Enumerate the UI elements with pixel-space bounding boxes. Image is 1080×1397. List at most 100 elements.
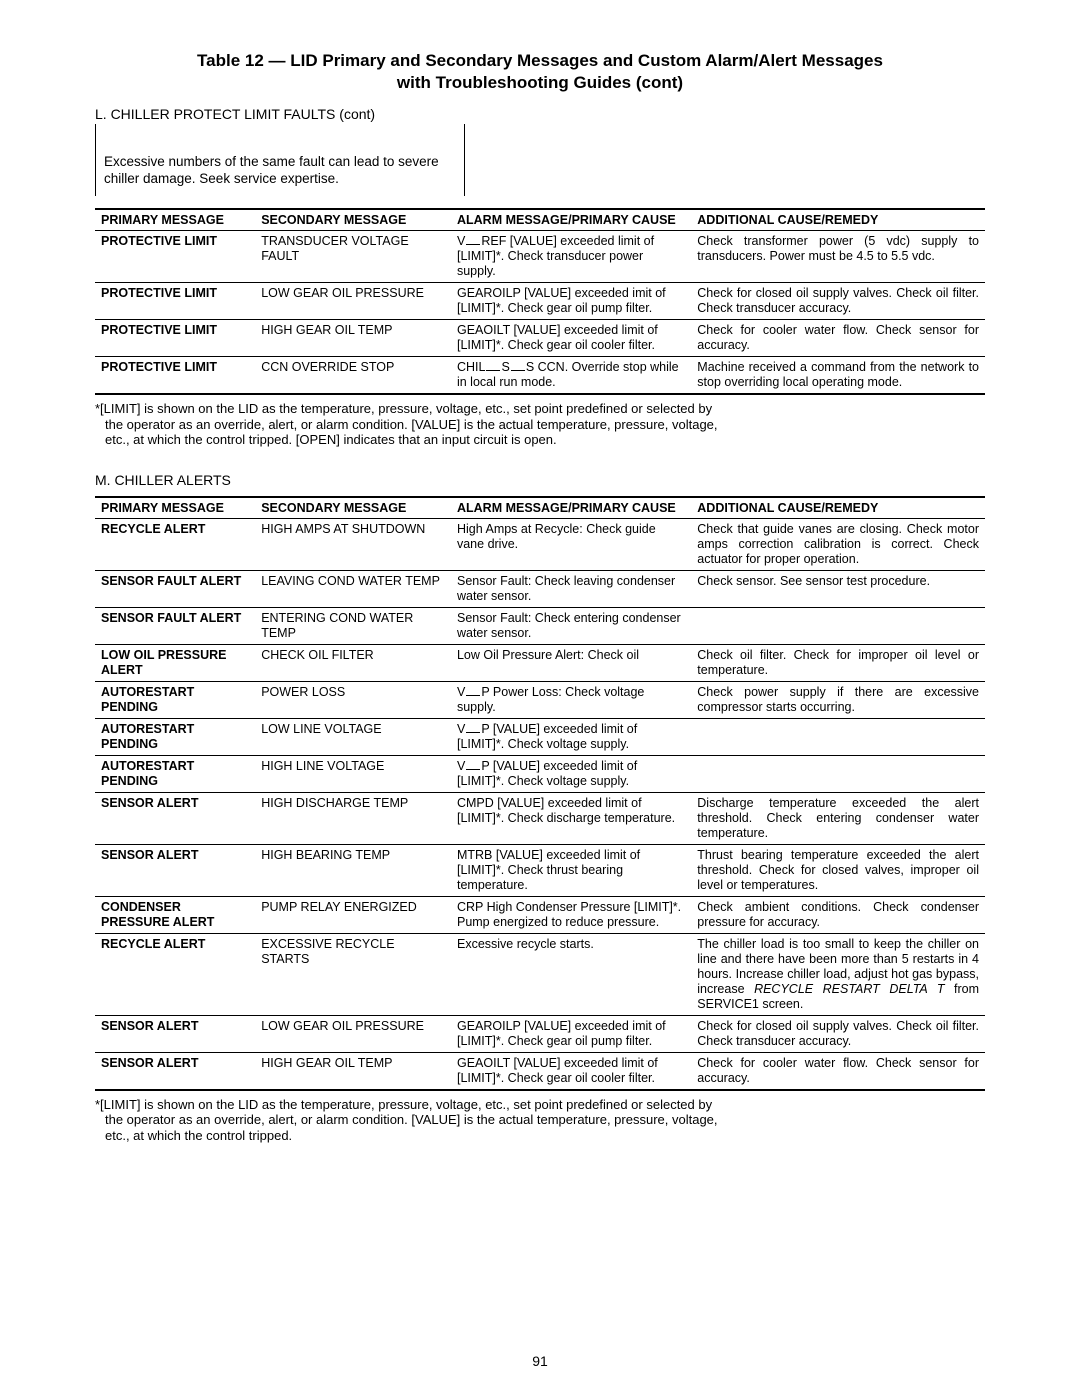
cell-remedy: Check for cooler water flow. Check senso… xyxy=(691,319,985,356)
table-row: PROTECTIVE LIMITLOW GEAR OIL PRESSUREGEA… xyxy=(95,282,985,319)
cell-remedy: The chiller load is too small to keep th… xyxy=(691,933,985,1015)
header-secondary: SECONDARY MESSAGE xyxy=(255,497,451,519)
table-row: LOW OIL PRESSURE ALERTCHECK OIL FILTERLo… xyxy=(95,644,985,681)
cell-remedy: Check that guide vanes are closing. Chec… xyxy=(691,518,985,570)
cell-alarm: GEAOILT [VALUE] exceeded limit of [LIMIT… xyxy=(451,1052,691,1090)
cell-remedy: Check for closed oil supply valves. Chec… xyxy=(691,282,985,319)
cell-remedy: Discharge temperature exceeded the alert… xyxy=(691,792,985,844)
cell-primary: AUTORESTART PENDING xyxy=(95,755,255,792)
cell-primary: SENSOR FAULT ALERT xyxy=(95,570,255,607)
underscore-icon xyxy=(466,237,480,245)
cell-alarm: Low Oil Pressure Alert: Check oil xyxy=(451,644,691,681)
cell-remedy: Check oil filter. Check for improper oil… xyxy=(691,644,985,681)
cell-secondary: HIGH GEAR OIL TEMP xyxy=(255,1052,451,1090)
cell-remedy xyxy=(691,607,985,644)
cell-primary: SENSOR ALERT xyxy=(95,844,255,896)
underscore-icon xyxy=(511,363,525,371)
cell-alarm: MTRB [VALUE] exceeded limit of [LIMIT]*.… xyxy=(451,844,691,896)
table-row: CONDENSER PRESSURE ALERTPUMP RELAY ENERG… xyxy=(95,896,985,933)
table-row: SENSOR FAULT ALERTLEAVING COND WATER TEM… xyxy=(95,570,985,607)
header-secondary: SECONDARY MESSAGE xyxy=(255,209,451,231)
cell-alarm: GEAROILP [VALUE] exceeded imit of [LIMIT… xyxy=(451,1015,691,1052)
cell-secondary: TRANSDUCER VOLTAGE FAULT xyxy=(255,230,451,282)
underscore-icon xyxy=(486,363,500,371)
page-container: Table 12 — LID Primary and Secondary Mes… xyxy=(0,0,1080,1397)
section-l-label: L. CHILLER PROTECT LIMIT FAULTS (cont) xyxy=(95,106,985,122)
cell-remedy: Check for closed oil supply valves. Chec… xyxy=(691,1015,985,1052)
cell-secondary: CCN OVERRIDE STOP xyxy=(255,356,451,394)
cell-alarm: Sensor Fault: Check leaving condenser wa… xyxy=(451,570,691,607)
cell-alarm: VP [VALUE] exceeded limit of [LIMIT]*. C… xyxy=(451,755,691,792)
table-header-row: PRIMARY MESSAGE SECONDARY MESSAGE ALARM … xyxy=(95,497,985,519)
cell-alarm: VP [VALUE] exceeded limit of [LIMIT]*. C… xyxy=(451,718,691,755)
cell-primary: AUTORESTART PENDING xyxy=(95,718,255,755)
cell-remedy xyxy=(691,755,985,792)
cell-secondary: LOW GEAR OIL PRESSURE xyxy=(255,1015,451,1052)
cell-primary: PROTECTIVE LIMIT xyxy=(95,356,255,394)
table-row: SENSOR ALERTHIGH DISCHARGE TEMPCMPD [VAL… xyxy=(95,792,985,844)
cell-alarm: GEAROILP [VALUE] exceeded imit of [LIMIT… xyxy=(451,282,691,319)
page-number: 91 xyxy=(0,1353,1080,1369)
cell-remedy: Check ambient conditions. Check condense… xyxy=(691,896,985,933)
footnote-m-line1: *[LIMIT] is shown on the LID as the temp… xyxy=(95,1097,712,1112)
table-row: SENSOR ALERTLOW GEAR OIL PRESSUREGEAROIL… xyxy=(95,1015,985,1052)
table-row: AUTORESTART PENDINGHIGH LINE VOLTAGEVP [… xyxy=(95,755,985,792)
table-row: PROTECTIVE LIMITTRANSDUCER VOLTAGE FAULT… xyxy=(95,230,985,282)
cell-primary: AUTORESTART PENDING xyxy=(95,681,255,718)
cell-secondary: LOW GEAR OIL PRESSURE xyxy=(255,282,451,319)
header-remedy: ADDITIONAL CAUSE/REMEDY xyxy=(691,497,985,519)
cell-secondary: LEAVING COND WATER TEMP xyxy=(255,570,451,607)
cell-alarm: High Amps at Recycle: Check guide vane d… xyxy=(451,518,691,570)
cell-secondary: HIGH GEAR OIL TEMP xyxy=(255,319,451,356)
cell-primary: LOW OIL PRESSURE ALERT xyxy=(95,644,255,681)
header-remedy: ADDITIONAL CAUSE/REMEDY xyxy=(691,209,985,231)
cell-primary: SENSOR FAULT ALERT xyxy=(95,607,255,644)
cell-remedy: Check sensor. See sensor test procedure. xyxy=(691,570,985,607)
table-row: AUTORESTART PENDINGPOWER LOSSVP Power Lo… xyxy=(95,681,985,718)
footnote-l-line3: etc., at which the control tripped. [OPE… xyxy=(95,432,985,448)
cell-primary: CONDENSER PRESSURE ALERT xyxy=(95,896,255,933)
cell-alarm: CRP High Condenser Pressure [LIMIT]*. Pu… xyxy=(451,896,691,933)
cell-secondary: HIGH DISCHARGE TEMP xyxy=(255,792,451,844)
cell-primary: PROTECTIVE LIMIT xyxy=(95,282,255,319)
cell-secondary: HIGH LINE VOLTAGE xyxy=(255,755,451,792)
table-row: SENSOR ALERTHIGH BEARING TEMPMTRB [VALUE… xyxy=(95,844,985,896)
cell-secondary: PUMP RELAY ENERGIZED xyxy=(255,896,451,933)
cell-secondary: EXCESSIVE RECYCLE STARTS xyxy=(255,933,451,1015)
table-row: SENSOR ALERTHIGH GEAR OIL TEMPGEAOILT [V… xyxy=(95,1052,985,1090)
table-header-row: PRIMARY MESSAGE SECONDARY MESSAGE ALARM … xyxy=(95,209,985,231)
table-row: RECYCLE ALERTEXCESSIVE RECYCLE STARTSExc… xyxy=(95,933,985,1015)
section-m-table: PRIMARY MESSAGE SECONDARY MESSAGE ALARM … xyxy=(95,496,985,1091)
cell-secondary: LOW LINE VOLTAGE xyxy=(255,718,451,755)
cell-primary: SENSOR ALERT xyxy=(95,792,255,844)
cell-alarm: Excessive recycle starts. xyxy=(451,933,691,1015)
table-row: PROTECTIVE LIMITHIGH GEAR OIL TEMPGEAOIL… xyxy=(95,319,985,356)
cell-secondary: ENTERING COND WATER TEMP xyxy=(255,607,451,644)
italic-text: RECYCLE RESTART DELTA T xyxy=(754,982,944,996)
table-row: RECYCLE ALERTHIGH AMPS AT SHUTDOWNHigh A… xyxy=(95,518,985,570)
cell-remedy: Check transformer power (5 vdc) supply t… xyxy=(691,230,985,282)
cell-remedy: Thrust bearing temperature exceeded the … xyxy=(691,844,985,896)
cell-alarm: CHILSS CCN. Override stop while in local… xyxy=(451,356,691,394)
cell-secondary: HIGH AMPS AT SHUTDOWN xyxy=(255,518,451,570)
section-m-label: M. CHILLER ALERTS xyxy=(95,472,985,488)
cell-remedy: Check power supply if there are excessiv… xyxy=(691,681,985,718)
cell-remedy: Check for cooler water flow. Check senso… xyxy=(691,1052,985,1090)
footnote-l-line2: the operator as an override, alert, or a… xyxy=(95,417,985,433)
title-line1: Table 12 — LID Primary and Secondary Mes… xyxy=(197,51,883,70)
header-primary: PRIMARY MESSAGE xyxy=(95,209,255,231)
cell-primary: SENSOR ALERT xyxy=(95,1052,255,1090)
cell-secondary: POWER LOSS xyxy=(255,681,451,718)
section-l-table: PRIMARY MESSAGE SECONDARY MESSAGE ALARM … xyxy=(95,208,985,395)
cell-alarm: Sensor Fault: Check entering condenser w… xyxy=(451,607,691,644)
section-l-note-box: Excessive numbers of the same fault can … xyxy=(95,124,465,196)
page-title: Table 12 — LID Primary and Secondary Mes… xyxy=(95,50,985,94)
table-row: AUTORESTART PENDINGLOW LINE VOLTAGEVP [V… xyxy=(95,718,985,755)
cell-alarm: GEAOILT [VALUE] exceeded limit of [LIMIT… xyxy=(451,319,691,356)
cell-primary: SENSOR ALERT xyxy=(95,1015,255,1052)
cell-alarm: CMPD [VALUE] exceeded limit of [LIMIT]*.… xyxy=(451,792,691,844)
table-row: SENSOR FAULT ALERTENTERING COND WATER TE… xyxy=(95,607,985,644)
footnote-l-line1: *[LIMIT] is shown on the LID as the temp… xyxy=(95,401,712,416)
cell-secondary: HIGH BEARING TEMP xyxy=(255,844,451,896)
footnote-m-line3: etc., at which the control tripped. xyxy=(95,1128,985,1144)
